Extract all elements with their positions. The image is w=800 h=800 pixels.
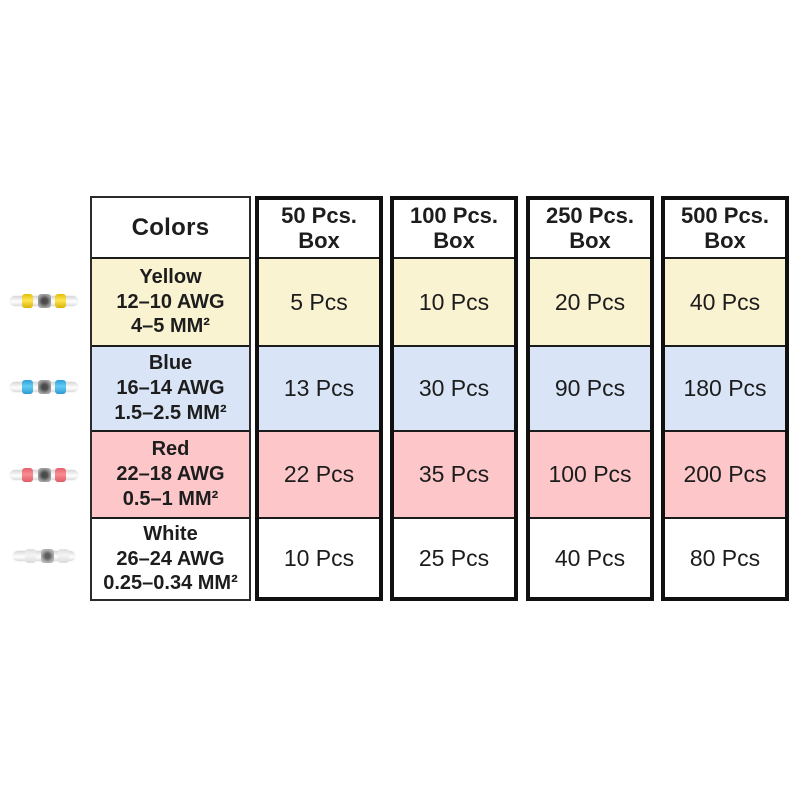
box-word-label: Box <box>298 227 340 253</box>
mm2-range: 4–5 MM² <box>131 315 210 338</box>
color-row-yellow: Yellow 12–10 AWG 4–5 MM² <box>92 257 249 345</box>
connector-solder-band <box>41 549 54 563</box>
box-column-100: 100 Pcs. Box 10 Pcs 30 Pcs 35 Pcs 25 Pcs <box>390 196 518 601</box>
awg-range: 22–18 AWG <box>116 463 225 486</box>
blue-connector-image <box>10 378 78 396</box>
box-size-label: 100 Pcs. <box>409 202 499 228</box>
connector-solder-band <box>38 380 51 394</box>
cell-500-white: 80 Pcs <box>665 517 785 597</box>
connector-ring-right <box>55 380 66 394</box>
connector-ring-left <box>22 380 33 394</box>
mm2-range: 0.25–0.34 MM² <box>103 572 238 595</box>
pcs-value: 100 Pcs <box>548 461 632 487</box>
pcs-value: 90 Pcs <box>554 375 626 401</box>
connector-ring-right <box>58 549 69 563</box>
cell-500-blue: 180 Pcs <box>665 345 785 430</box>
cell-250-blue: 90 Pcs <box>530 345 650 430</box>
connector-solder-band <box>38 294 51 308</box>
pcs-value: 40 Pcs <box>689 288 761 315</box>
pcs-value: 180 Pcs <box>683 375 767 401</box>
cell-100-white: 25 Pcs <box>394 517 514 597</box>
connector-ring-left <box>22 294 33 308</box>
connector-ring-right <box>55 468 66 482</box>
pcs-value: 200 Pcs <box>683 461 767 487</box>
pcs-value: 13 Pcs <box>283 375 355 401</box>
cell-500-red: 200 Pcs <box>665 430 785 517</box>
cell-100-blue: 30 Pcs <box>394 345 514 430</box>
color-name: Red <box>151 438 190 461</box>
pcs-value: 80 Pcs <box>689 544 761 571</box>
box-size-label: 50 Pcs. <box>281 202 357 228</box>
pcs-value: 10 Pcs <box>418 288 490 315</box>
mm2-range: 1.5–2.5 MM² <box>114 401 227 424</box>
box-word-label: Box <box>433 227 475 253</box>
pcs-value: 40 Pcs <box>554 544 626 571</box>
pcs-value: 25 Pcs <box>418 544 490 571</box>
cell-250-red: 100 Pcs <box>530 430 650 517</box>
red-connector-image <box>10 466 78 484</box>
cell-100-yellow: 10 Pcs <box>394 257 514 345</box>
connector-solder-band <box>38 468 51 482</box>
awg-range: 16–14 AWG <box>116 377 225 400</box>
pcs-value: 22 Pcs <box>283 461 355 487</box>
awg-range: 12–10 AWG <box>116 290 225 313</box>
cell-50-yellow: 5 Pcs <box>259 257 379 345</box>
pcs-value: 5 Pcs <box>290 288 348 315</box>
box-header-cell: 50 Pcs. Box <box>259 200 379 257</box>
color-row-white: White 26–24 AWG 0.25–0.34 MM² <box>92 517 249 599</box>
color-name: Blue <box>148 352 193 375</box>
white-connector-image <box>13 547 75 565</box>
box-size-label: 250 Pcs. <box>545 202 635 228</box>
color-name: Yellow <box>139 265 202 288</box>
pcs-value: 30 Pcs <box>418 375 490 401</box>
box-header-cell: 500 Pcs. Box <box>665 200 785 257</box>
color-name: White <box>143 522 198 545</box>
box-header-cell: 250 Pcs. Box <box>530 200 650 257</box>
yellow-connector-image <box>10 292 78 310</box>
box-word-label: Box <box>704 227 746 253</box>
box-column-250: 250 Pcs. Box 20 Pcs 90 Pcs 100 Pcs 40 Pc… <box>526 196 654 601</box>
colors-column: Colors Yellow 12–10 AWG 4–5 MM² Blue 16–… <box>90 196 251 601</box>
box-column-50: 50 Pcs. Box 5 Pcs 13 Pcs 22 Pcs 10 Pcs <box>255 196 383 601</box>
connector-ring-left <box>25 549 36 563</box>
colors-header-cell: Colors <box>92 198 249 257</box>
connector-ring-right <box>55 294 66 308</box>
cell-100-red: 35 Pcs <box>394 430 514 517</box>
pcs-value: 20 Pcs <box>554 288 626 315</box>
box-size-label: 500 Pcs. <box>680 202 770 228</box>
pcs-value: 35 Pcs <box>418 461 490 487</box>
cell-250-yellow: 20 Pcs <box>530 257 650 345</box>
cell-50-blue: 13 Pcs <box>259 345 379 430</box>
mm2-range: 0.5–1 MM² <box>122 487 219 510</box>
box-word-label: Box <box>569 227 611 253</box>
color-row-red: Red 22–18 AWG 0.5–1 MM² <box>92 430 249 517</box>
pcs-value: 10 Pcs <box>283 544 355 571</box>
cell-250-white: 40 Pcs <box>530 517 650 597</box>
box-column-500: 500 Pcs. Box 40 Pcs 180 Pcs 200 Pcs 80 P… <box>661 196 789 601</box>
cell-50-red: 22 Pcs <box>259 430 379 517</box>
color-row-blue: Blue 16–14 AWG 1.5–2.5 MM² <box>92 345 249 430</box>
cell-500-yellow: 40 Pcs <box>665 257 785 345</box>
box-header-cell: 100 Pcs. Box <box>394 200 514 257</box>
awg-range: 26–24 AWG <box>116 547 225 570</box>
colors-header: Colors <box>131 213 210 241</box>
connector-ring-left <box>22 468 33 482</box>
cell-50-white: 10 Pcs <box>259 517 379 597</box>
